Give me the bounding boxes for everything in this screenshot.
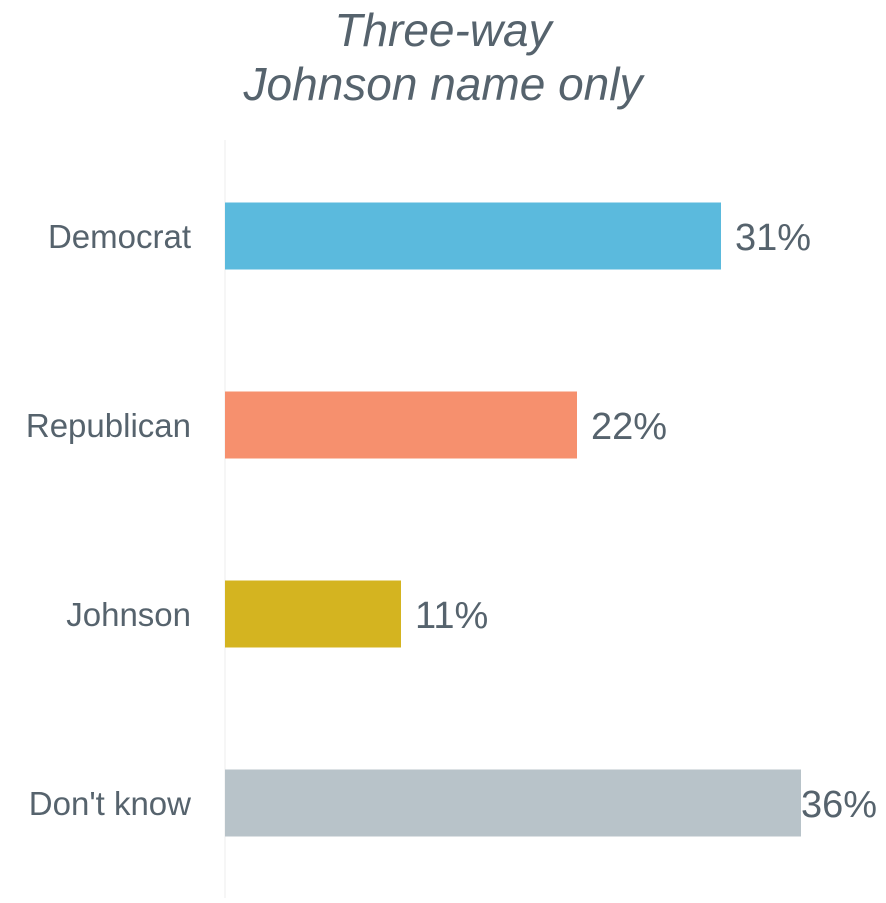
bar-don-t-know	[225, 769, 801, 837]
value-label-don-t-know: 36%	[801, 784, 877, 826]
value-label-democrat: 31%	[735, 217, 811, 259]
category-label-don-t-know: Don't know	[29, 785, 191, 822]
bar-republican	[225, 391, 577, 459]
chart-title-line-1: Three-way	[334, 4, 554, 56]
chart-title-line-2: Johnson name only	[243, 58, 646, 110]
bars-group: Democrat 31% Republican 22% Johnson 11% Don't …	[26, 202, 877, 837]
category-label-johnson: Johnson	[66, 596, 191, 633]
category-label-republican: Republican	[26, 407, 191, 444]
value-label-republican: 22%	[591, 406, 667, 448]
value-label-johnson: 11%	[415, 595, 488, 637]
bar-democrat	[225, 202, 721, 270]
category-label-democrat: Democrat	[48, 218, 191, 255]
bar-johnson	[225, 580, 401, 648]
